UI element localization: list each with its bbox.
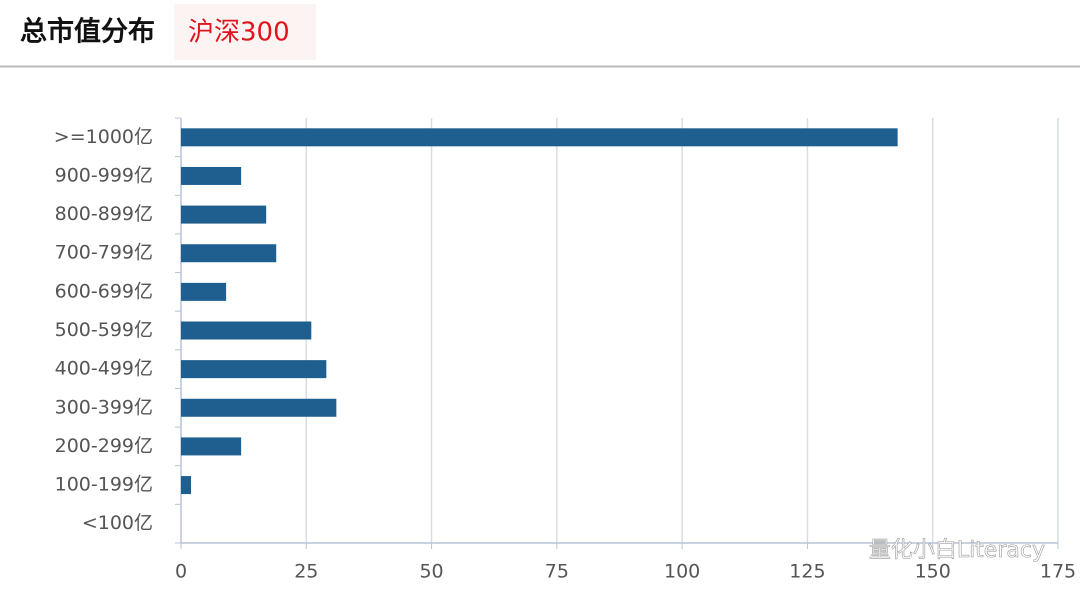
x-tick-label: 0 — [175, 561, 187, 583]
y-tick-label: 900-999亿 — [55, 164, 153, 186]
y-tick-label: 200-299亿 — [55, 435, 153, 457]
y-tick-label: 700-799亿 — [55, 242, 153, 264]
chart-subtitle: 沪深300 — [188, 18, 290, 48]
y-tick-label: >=1000亿 — [54, 126, 153, 148]
x-tick-label: 150 — [915, 561, 951, 583]
x-tick-label: 25 — [294, 561, 318, 583]
y-tick-label: 600-699亿 — [55, 280, 153, 302]
y-tick-label: 500-599亿 — [55, 319, 153, 341]
bar — [181, 128, 898, 147]
bar — [181, 205, 267, 224]
y-tick-label: <100亿 — [82, 512, 153, 534]
y-tick-label: 100-199亿 — [55, 474, 153, 496]
y-tick-label: 300-399亿 — [55, 396, 153, 418]
x-tick-label: 175 — [1040, 561, 1076, 583]
subtitle-box — [174, 4, 316, 60]
bar — [181, 321, 312, 340]
x-tick-label: 125 — [789, 561, 825, 583]
y-tick-label: 800-899亿 — [55, 203, 153, 225]
chart-title: 总市值分布 — [20, 16, 155, 48]
x-tick-label: 100 — [664, 561, 700, 583]
watermark: 量化小白Literacy — [869, 538, 1045, 563]
x-tick-label: 50 — [419, 561, 443, 583]
bar — [181, 244, 277, 263]
y-tick-label: 400-499亿 — [55, 358, 153, 380]
bar — [181, 360, 327, 379]
bar — [181, 398, 337, 417]
bar — [181, 282, 227, 301]
bar — [181, 166, 242, 185]
bar — [181, 437, 242, 456]
x-tick-label: 75 — [545, 561, 569, 583]
bar — [181, 476, 192, 495]
